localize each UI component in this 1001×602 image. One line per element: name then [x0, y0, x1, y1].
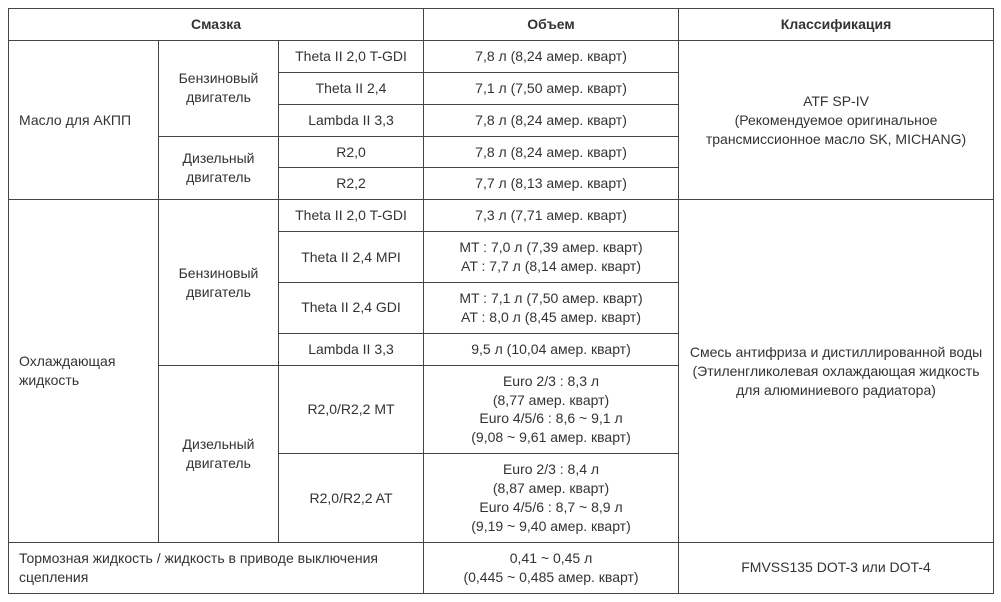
s2-r6-vol: Euro 2/3 : 8,4 л(8,87 амер. кварт)Euro 4… — [424, 454, 679, 543]
header-classification: Классификация — [679, 9, 994, 41]
s1-r2-engine: Theta II 2,4 — [279, 72, 424, 104]
s3-label: Тормозная жидкость / жидкость в приводе … — [9, 542, 424, 593]
s1-r3-engine: Lambda II 3,3 — [279, 104, 424, 136]
s2-r3-engine: Theta II 2,4 GDI — [279, 283, 424, 334]
header-volume: Объем — [424, 9, 679, 41]
s1-r2-vol: 7,1 л (7,50 амер. кварт) — [424, 72, 679, 104]
s1-petrol: Бензиновый двигатель — [159, 40, 279, 136]
table-row: Масло для АКПП Бензиновый двигатель Thet… — [9, 40, 994, 72]
s1-r4-engine: R2,0 — [279, 136, 424, 168]
s2-r3-vol: MT : 7,1 л (7,50 амер. кварт)AT : 8,0 л … — [424, 283, 679, 334]
s2-r4-engine: Lambda II 3,3 — [279, 333, 424, 365]
s2-r5-vol: Euro 2/3 : 8,3 л(8,77 амер. кварт)Euro 4… — [424, 365, 679, 454]
s3-vol: 0,41 ~ 0,45 л(0,445 ~ 0,485 амер. кварт) — [424, 542, 679, 593]
s2-r2-vol: MT : 7,0 л (7,39 амер. кварт)AT : 7,7 л … — [424, 232, 679, 283]
s2-petrol: Бензиновый двигатель — [159, 200, 279, 365]
header-row: Смазка Объем Классификация — [9, 9, 994, 41]
s2-classification: Смесь антифриза и дистиллированной воды(… — [679, 200, 994, 542]
s2-r2-engine: Theta II 2,4 MPI — [279, 232, 424, 283]
s1-r1-engine: Theta II 2,0 T-GDI — [279, 40, 424, 72]
s1-diesel: Дизельный двигатель — [159, 136, 279, 200]
spec-table: Смазка Объем Классификация Масло для АКП… — [8, 8, 994, 594]
s1-classification: ATF SP-IV(Рекомендуемое оригинальное тра… — [679, 40, 994, 199]
table-row: Охлаждающая жидкость Бензиновый двигател… — [9, 200, 994, 232]
s2-r1-vol: 7,3 л (7,71 амер. кварт) — [424, 200, 679, 232]
s1-label: Масло для АКПП — [9, 40, 159, 199]
s1-r5-engine: R2,2 — [279, 168, 424, 200]
s3-classification: FMVSS135 DOT-3 или DOT-4 — [679, 542, 994, 593]
header-lubricant: Смазка — [9, 9, 424, 41]
s2-r5-engine: R2,0/R2,2 MT — [279, 365, 424, 454]
table-row: Тормозная жидкость / жидкость в приводе … — [9, 542, 994, 593]
s1-r1-vol: 7,8 л (8,24 амер. кварт) — [424, 40, 679, 72]
s1-r3-vol: 7,8 л (8,24 амер. кварт) — [424, 104, 679, 136]
s2-r6-engine: R2,0/R2,2 AT — [279, 454, 424, 543]
s1-r5-vol: 7,7 л (8,13 амер. кварт) — [424, 168, 679, 200]
s1-r4-vol: 7,8 л (8,24 амер. кварт) — [424, 136, 679, 168]
s2-r1-engine: Theta II 2,0 T-GDI — [279, 200, 424, 232]
s2-r4-vol: 9,5 л (10,04 амер. кварт) — [424, 333, 679, 365]
s2-diesel: Дизельный двигатель — [159, 365, 279, 542]
s2-label: Охлаждающая жидкость — [9, 200, 159, 542]
